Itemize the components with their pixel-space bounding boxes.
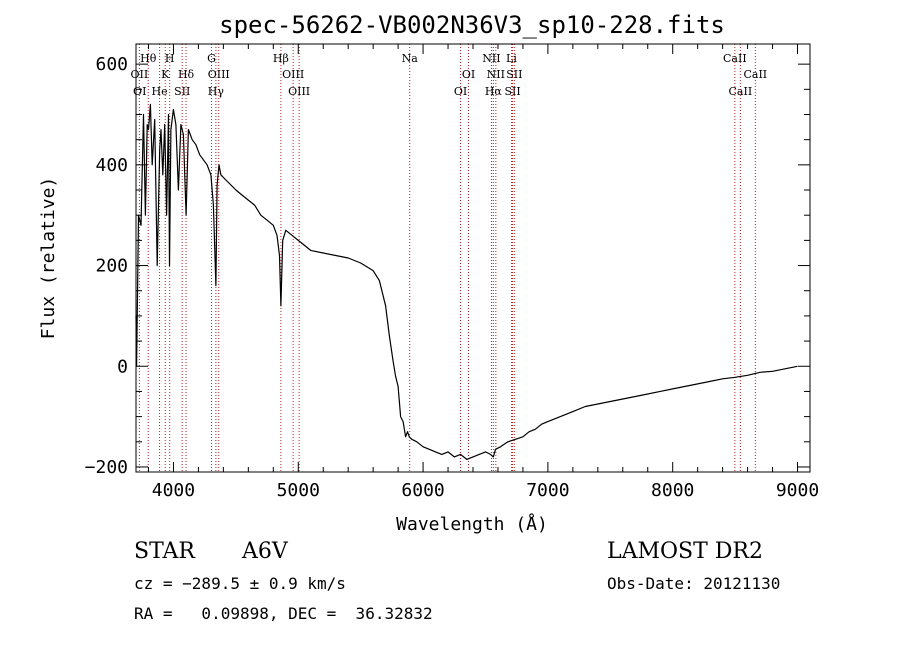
x-tick-label: 9000 — [776, 480, 819, 501]
annotation-label: CaII — [729, 85, 753, 98]
y-axis-label: Flux (relative) — [38, 177, 59, 340]
emission-line-markers — [138, 44, 756, 472]
x-tick-label: 4000 — [152, 480, 195, 501]
annotation-label: OI — [133, 85, 146, 98]
plot-frame — [135, 43, 811, 473]
annotation-label: OII — [131, 68, 149, 81]
annotation-label: Li — [506, 52, 517, 65]
annotation-label: CaII — [723, 52, 747, 65]
spectrum-series — [135, 103, 798, 460]
subclass: A6V — [242, 539, 288, 564]
object-class: STAR — [134, 539, 195, 564]
observation-date: Obs-Date: 20121130 — [607, 574, 781, 593]
annotation-label: H — [165, 52, 175, 65]
annotation-label: K — [161, 68, 170, 81]
annotation-label: Hγ — [208, 85, 225, 98]
annotation-label: Hδ — [178, 68, 195, 81]
x-tick-label: 7000 — [526, 480, 569, 501]
coordinates: RA = 0.09898, DEC = 36.32832 — [134, 604, 433, 623]
annotation-label: NII — [482, 52, 500, 65]
spectrum-line — [135, 103, 798, 460]
annotation-label: SII — [174, 85, 190, 98]
redshift-cz: cz = −289.5 ± 0.9 km/s — [134, 574, 346, 593]
y-tick-label: −200 — [85, 457, 128, 478]
annotation-label: Hα — [485, 85, 503, 98]
x-tick-label: 6000 — [401, 480, 444, 501]
annotation-label: OI — [454, 85, 467, 98]
annotation-label: Na — [402, 52, 419, 65]
annotation-label: He — [152, 85, 168, 98]
annotation-label: Hβ — [273, 52, 289, 65]
annotation-label: Hθ — [140, 52, 157, 65]
annotation-label: OIII — [282, 68, 304, 81]
x-axis-label: Wavelength (Å) — [396, 513, 548, 535]
annotation-label: SII — [506, 68, 522, 81]
annotation-label: OIII — [208, 68, 230, 81]
y-tick-label: 0 — [117, 356, 128, 377]
annotation-label: NII — [487, 68, 505, 81]
y-tick-label: 400 — [95, 155, 128, 176]
y-tick-label: 200 — [95, 256, 128, 277]
x-tick-label: 5000 — [277, 480, 320, 501]
x-tick-label: 8000 — [651, 480, 694, 501]
x-axis-ticks: 4000 5000 6000 7000 8000 9000 — [147, 44, 819, 501]
chart-title: spec-56262-VB002N36V3_sp10-228.fits — [219, 11, 725, 39]
annotation-label: G — [207, 52, 216, 65]
y-tick-label: 600 — [95, 54, 128, 75]
y-axis-ticks: −200 0 200 400 600 — [85, 54, 810, 478]
annotation-label: SII — [504, 85, 520, 98]
annotation-label: CaII — [743, 68, 767, 81]
annotation-label: OI — [462, 68, 475, 81]
survey-name: LAMOST DR2 — [607, 539, 763, 564]
annotation-label: OIII — [288, 85, 310, 98]
